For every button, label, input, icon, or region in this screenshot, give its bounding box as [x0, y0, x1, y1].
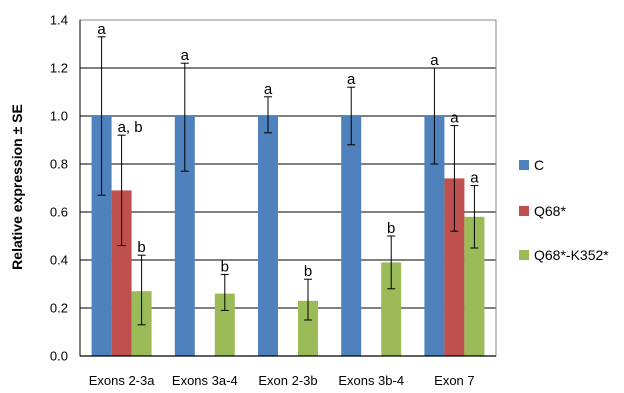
x-tick-label: Exons 3a-4 [172, 373, 238, 388]
bar [174, 116, 195, 356]
bar [464, 216, 485, 356]
y-tick-label: 1.4 [50, 13, 68, 28]
y-tick-label: 0.8 [50, 157, 68, 172]
legend-label: Q68*-K352* [534, 247, 609, 263]
significance-label: a [264, 81, 273, 98]
significance-label: b [221, 258, 229, 275]
legend-label: Q68* [534, 203, 566, 219]
bar [111, 190, 132, 356]
x-tick-label: Exon 2-3b [258, 373, 317, 388]
x-tick-label: Exons 3b-4 [338, 373, 404, 388]
significance-label: b [137, 239, 145, 256]
bar [424, 116, 445, 356]
legend-swatch [519, 250, 529, 260]
significance-label: a [347, 71, 356, 88]
legend-label: C [534, 157, 544, 173]
bar [298, 300, 318, 356]
significance-label: b [387, 220, 395, 237]
significance-label: b [304, 263, 312, 280]
bar [341, 116, 362, 356]
significance-label: a [450, 110, 459, 127]
bar [258, 116, 278, 356]
y-axis-label: Relative expression ± SE [9, 104, 25, 270]
significance-label: a [470, 170, 479, 187]
y-tick-label: 0.2 [50, 301, 68, 316]
bar [444, 178, 465, 356]
y-tick-label: 1.0 [50, 109, 68, 124]
legend-swatch [519, 206, 529, 216]
y-tick-label: 0.6 [50, 205, 68, 220]
y-tick-label: 0.0 [50, 349, 68, 364]
y-tick-label: 1.2 [50, 61, 68, 76]
y-tick-label: 0.4 [50, 253, 68, 268]
significance-label: a, b [118, 119, 143, 136]
significance-label: a [430, 52, 439, 69]
significance-label: a [97, 21, 106, 38]
bar [91, 116, 112, 356]
legend-swatch [519, 160, 529, 170]
bar [381, 262, 402, 356]
x-tick-label: Exon 7 [434, 373, 474, 388]
bar [214, 293, 235, 356]
significance-label: a [181, 47, 190, 64]
x-tick-label: Exons 2-3a [89, 373, 156, 388]
